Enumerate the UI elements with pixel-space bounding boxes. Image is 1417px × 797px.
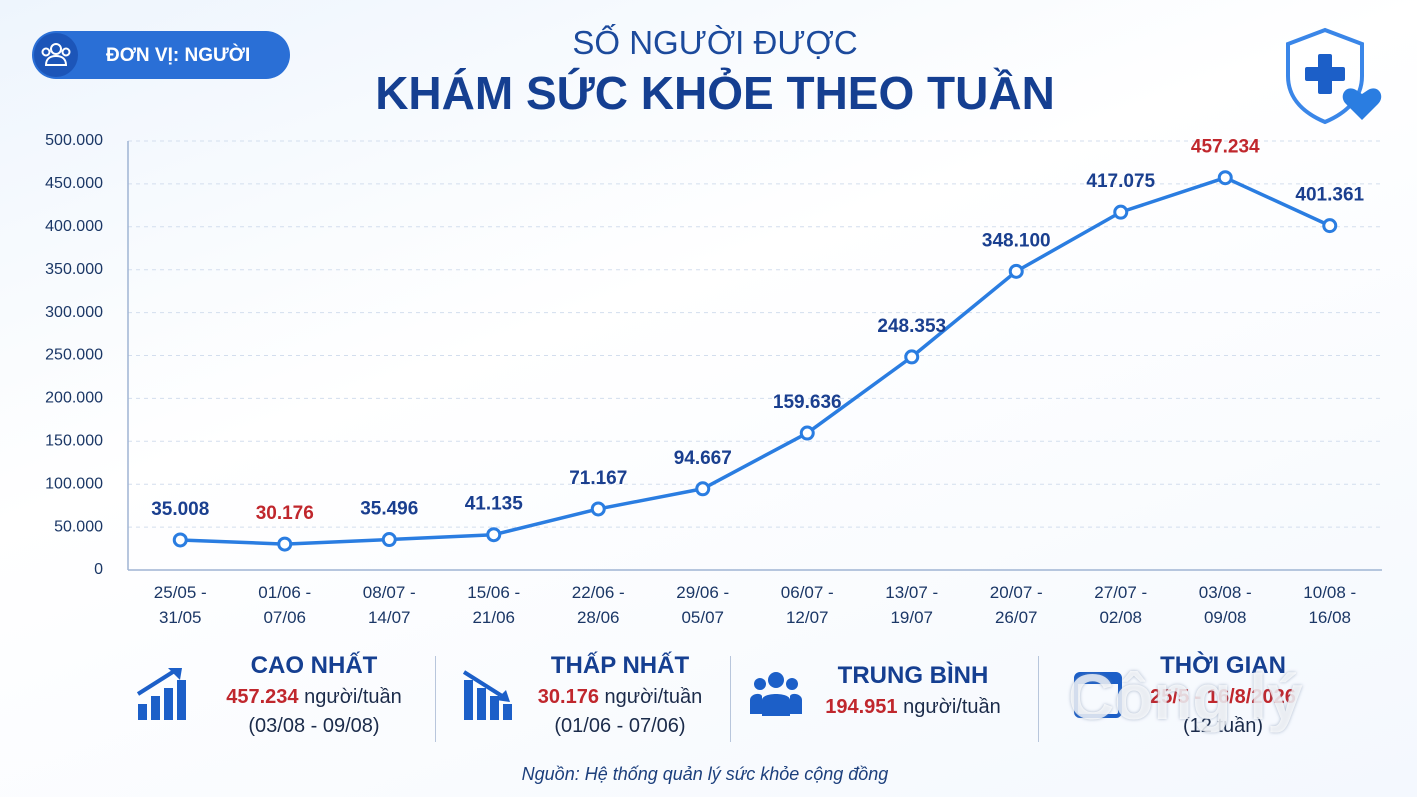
data-label: 94.667 xyxy=(674,448,732,469)
data-label: 417.075 xyxy=(1086,171,1155,192)
data-label: 71.167 xyxy=(569,468,627,489)
calendar-icon xyxy=(1074,672,1122,718)
x-tick-label: 20/07 - 26/07 xyxy=(989,583,1043,627)
data-label: 348.100 xyxy=(982,230,1051,251)
x-tick-label: 01/06 - 07/06 xyxy=(258,583,312,627)
y-tick-label: 400.000 xyxy=(45,218,103,235)
health-shield-icon xyxy=(1286,27,1382,125)
stat-unit: người/tuần xyxy=(604,686,703,708)
stat-average: TRUNG BÌNH 194.951 người/tuần xyxy=(750,662,1020,719)
stat-unit: người/tuần xyxy=(903,696,1001,718)
y-tick-label: 100.000 xyxy=(45,475,103,492)
stat-title: CAO NHẤT xyxy=(250,652,378,679)
data-label: 457.234 xyxy=(1191,137,1260,158)
y-tick-label: 0 xyxy=(94,561,103,578)
stat-min: THẤP NHẤT 30.176 người/tuần (01/06 - 07/… xyxy=(462,652,722,738)
data-label: 41.135 xyxy=(465,494,524,515)
stat-title: TRUNG BÌNH xyxy=(837,662,989,689)
y-tick-label: 350.000 xyxy=(45,261,103,278)
title-line1: SỐ NGƯỜI ĐƯỢC xyxy=(572,24,858,61)
y-tick-label: 150.000 xyxy=(45,433,103,450)
y-tick-label: 450.000 xyxy=(45,175,103,192)
stat-max: CAO NHẤT 457.234 người/tuần (03/08 - 09/… xyxy=(136,652,430,738)
x-tick-label: 03/08 - 09/08 xyxy=(1198,583,1252,627)
y-tick-label: 50.000 xyxy=(54,518,103,535)
line-chart: 0 50.000 100.000 150.000 200.000 250.000 300.0… xyxy=(45,132,1382,578)
stat-title: THẤP NHẤT xyxy=(550,652,690,679)
rising-chart-icon xyxy=(136,668,186,720)
y-tick-label: 200.000 xyxy=(45,390,103,407)
stat-unit: người/tuần xyxy=(304,686,402,708)
data-point xyxy=(1008,263,1024,279)
x-tick-label: 08/07 - 14/07 xyxy=(362,583,416,627)
data-point xyxy=(904,349,920,365)
source-note: Nguồn: Hệ thống quản lý sức khỏe cộng đồ… xyxy=(521,764,889,784)
separator xyxy=(730,656,731,742)
data-point xyxy=(1322,218,1338,234)
stat-note: (12 tuần) xyxy=(1182,715,1264,737)
stat-note: (03/08 - 09/08) xyxy=(248,715,380,737)
group-icon xyxy=(750,672,802,716)
title-line2: KHÁM SỨC KHỎE THEO TUẦN xyxy=(375,67,1055,119)
people-icon xyxy=(34,33,78,77)
data-point xyxy=(799,425,815,441)
stat-value: 30.176 xyxy=(537,686,599,708)
x-tick-label: 10/08 - 16/08 xyxy=(1303,583,1357,627)
data-point xyxy=(381,532,397,548)
data-line xyxy=(180,175,1331,546)
x-tick-label: 06/07 - 12/07 xyxy=(780,583,834,627)
x-tick-label: 29/06 - 05/07 xyxy=(676,583,730,627)
data-point xyxy=(277,536,293,552)
x-tick-label: 25/05 - 31/05 xyxy=(153,583,207,627)
stat-title: THỜI GIAN xyxy=(1160,652,1286,679)
data-label: 35.008 xyxy=(151,499,209,520)
data-label: 248.353 xyxy=(877,316,946,337)
data-label: 401.361 xyxy=(1295,185,1364,206)
data-point xyxy=(172,532,188,548)
stat-value: 194.951 xyxy=(825,696,898,718)
y-tick-label: 250.000 xyxy=(45,347,103,364)
separator xyxy=(435,656,436,742)
data-point xyxy=(1217,170,1233,186)
falling-chart-icon xyxy=(462,670,512,720)
data-label: 30.176 xyxy=(256,503,314,524)
data-point xyxy=(1113,204,1129,220)
separator xyxy=(1038,656,1039,742)
data-point xyxy=(695,481,711,497)
watermark: Công lý xyxy=(1068,661,1303,733)
x-tick-label: 15/06 - 21/06 xyxy=(467,583,521,627)
data-point xyxy=(590,501,606,517)
data-label: 35.496 xyxy=(360,499,418,520)
y-tick-label: 500.000 xyxy=(45,132,103,149)
y-tick-label: 300.000 xyxy=(45,304,103,321)
stat-note: (01/06 - 07/06) xyxy=(554,715,686,737)
unit-badge: ĐƠN VỊ: NGƯỜI xyxy=(32,31,290,79)
stat-value: 25/5 - 16/8/2026 xyxy=(1150,686,1296,708)
x-tick-label: 22/06 - 28/06 xyxy=(571,583,625,627)
data-label: 159.636 xyxy=(773,392,842,413)
unit-label: ĐƠN VỊ: NGƯỜI xyxy=(106,45,251,66)
stat-period: THỜI GIAN 25/5 - 16/8/2026 (12 tuần) xyxy=(1070,652,1320,738)
stat-value: 457.234 xyxy=(226,686,299,708)
x-tick-label: 27/07 - 02/08 xyxy=(1094,583,1148,627)
data-point xyxy=(486,527,502,543)
x-tick-label: 13/07 - 19/07 xyxy=(885,583,939,627)
